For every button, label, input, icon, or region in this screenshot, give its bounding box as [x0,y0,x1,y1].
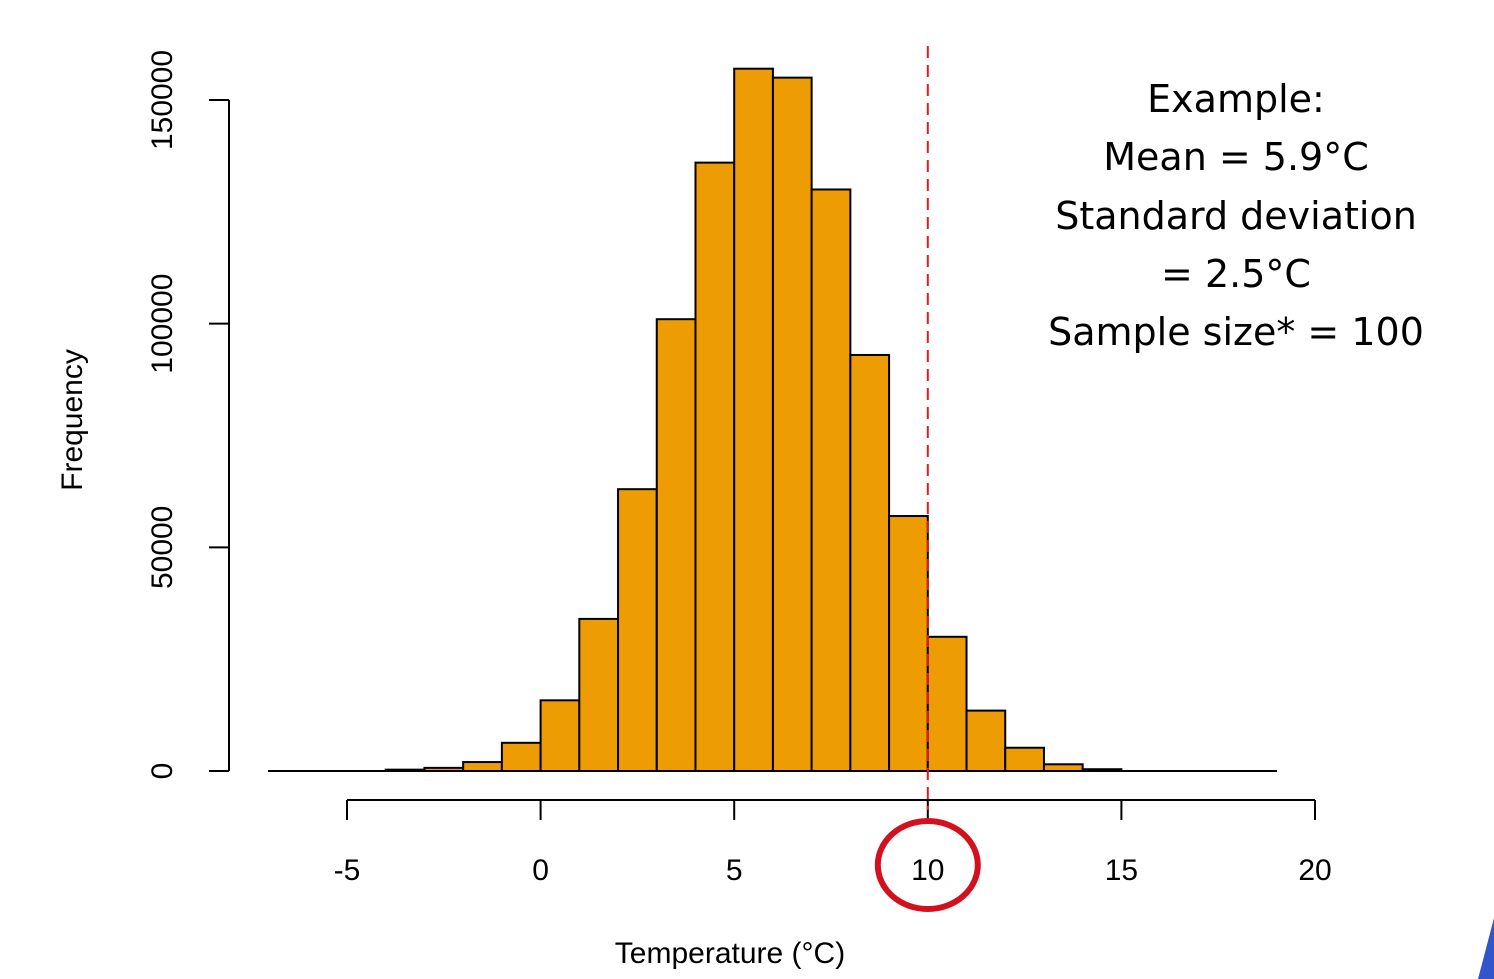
corner-decoration [1478,918,1494,979]
y-axis: 0 50000 100000 150000 [146,50,230,780]
annotation-line-5: Sample size* = 100 [1048,310,1424,354]
x-axis: -5 0 5 10 15 20 [334,799,1332,887]
histogram-bar [888,515,929,773]
annotation-line-1: Example: [1147,77,1325,121]
histogram-bar [462,761,503,773]
y-tick-label: 50000 [146,506,179,589]
annotation-line-3: Standard deviation [1055,194,1417,238]
x-axis-title: Temperature (°C) [615,937,845,970]
y-tick-label: 100000 [146,274,179,374]
histogram-bar [771,76,813,773]
annotation-box: Example: Mean = 5.9°C Standard deviation… [1048,77,1424,354]
histogram-bar [694,161,736,772]
x-tick-label: 0 [532,854,549,887]
histogram-bars [384,67,1123,773]
annotation-line-4: = 2.5°C [1161,252,1311,296]
x-tick-label: 5 [726,854,743,887]
y-tick-label: 150000 [146,50,179,150]
x-tick-label: 10 [911,854,944,887]
histogram-bar [655,318,697,772]
histogram-bar [926,635,968,773]
y-axis-title: Frequency [56,349,89,491]
annotation-line-2: Mean = 5.9°C [1103,135,1369,179]
histogram-bar [1004,746,1045,772]
histogram-bar [849,353,891,772]
histogram-bar [965,709,1007,773]
histogram-bar [810,188,852,772]
histogram-bar [617,488,658,772]
histogram-bar [539,699,581,772]
x-tick-label: 15 [1105,854,1138,887]
histogram-bar [733,67,774,773]
highlight-circle [874,818,981,912]
y-tick-label: 0 [146,763,179,780]
histogram-bar [500,741,542,773]
histogram-bar [1042,763,1084,772]
x-tick-label: 20 [1298,854,1331,887]
x-tick-label: -5 [334,854,361,887]
histogram-bar [578,617,620,772]
